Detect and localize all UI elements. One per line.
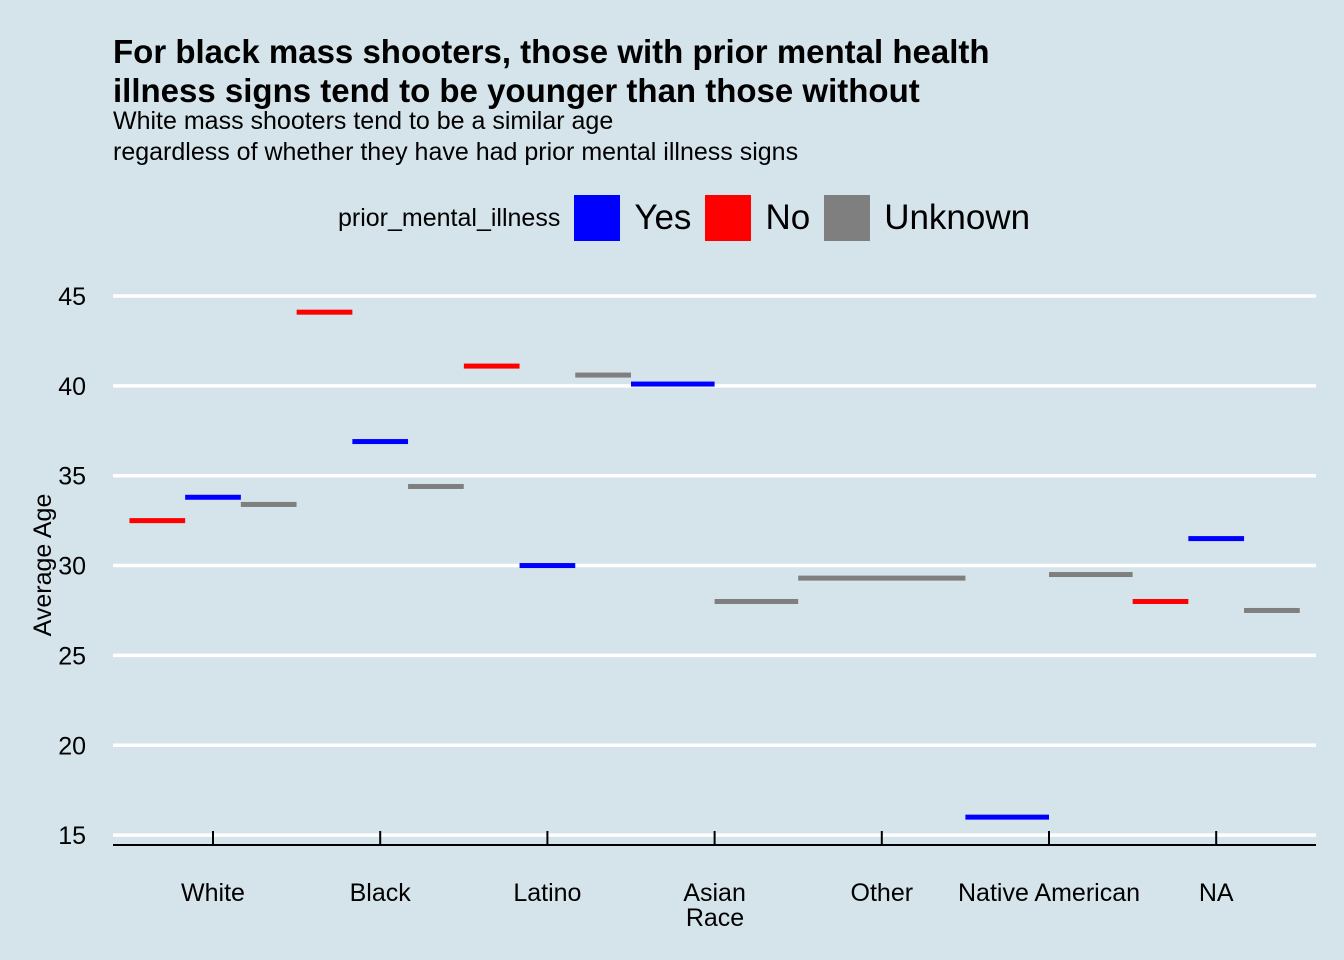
chart-subtitle-line-1: White mass shooters tend to be a similar…: [113, 107, 614, 135]
bar-black-yes: [352, 439, 409, 445]
chart-title-line-1: For black mass shooters, those with prio…: [113, 33, 990, 70]
legend-label-yes: Yes: [634, 198, 692, 237]
bar-white-no: [129, 518, 186, 524]
legend-label-unknown: Unknown: [884, 198, 1031, 237]
x-axis-tick-labels: White Black Latino Asian Other Native America…: [181, 879, 1234, 907]
bar-latino-no: [463, 363, 520, 369]
y-axis-label: Average Age: [29, 494, 57, 637]
chart-subtitle-line-2: regardless of whether they have had prio…: [113, 138, 799, 166]
bar-white-unknown: [240, 501, 297, 507]
bar-white-yes: [185, 494, 241, 500]
x-tick-label-black: Black: [350, 879, 412, 907]
legend-item-unknown: Unknown: [824, 195, 1030, 241]
bar-black-no: [296, 309, 353, 315]
y-tick-label-45: 45: [58, 283, 86, 311]
y-tick-label-20: 20: [58, 732, 86, 760]
x-tick-label-na: NA: [1199, 879, 1234, 907]
bar-na-unknown: [1244, 607, 1300, 613]
bar-latino-yes: [519, 563, 576, 569]
y-axis-tick-labels: 15 20 25 30 35 40 45: [58, 283, 86, 850]
legend-key-unknown: [824, 195, 871, 241]
x-tick-label-white: White: [181, 879, 245, 907]
x-tick-label-other: Other: [851, 879, 914, 907]
bar-asian-yes: [631, 381, 715, 387]
bar-other-unknown: [798, 575, 966, 581]
bar-native-american-unknown: [1049, 572, 1133, 578]
bar-native-american-yes: [965, 814, 1049, 820]
legend-item-yes: Yes: [574, 195, 691, 241]
bar-na-no: [1132, 598, 1189, 604]
bar-black-unknown: [408, 483, 464, 489]
gridlines: [113, 294, 1316, 837]
legend-key-no: [705, 195, 752, 241]
bar-segments: [129, 309, 1300, 820]
x-axis-label: Race: [686, 904, 744, 932]
y-tick-label-40: 40: [58, 373, 86, 401]
y-tick-label-35: 35: [58, 463, 86, 491]
legend: prior_mental_illness Yes No Unknown: [338, 195, 1044, 241]
y-tick-label-25: 25: [58, 642, 86, 670]
x-axis: [113, 831, 1316, 846]
bar-latino-unknown: [575, 372, 631, 378]
chart-title-line-2: illness signs tend to be younger than th…: [113, 72, 920, 109]
legend-key-yes: [574, 195, 621, 241]
x-tick-label-latino: Latino: [513, 879, 581, 907]
y-tick-label-15: 15: [58, 822, 86, 850]
legend-title: prior_mental_illness: [338, 203, 561, 232]
y-tick-label-30: 30: [58, 553, 86, 581]
chart-title: For black mass shooters, those with prio…: [113, 32, 1263, 110]
chart-subtitle: White mass shooters tend to be a similar…: [113, 106, 1213, 168]
legend-item-no: No: [705, 195, 810, 241]
x-tick-label-native-american: Native American: [958, 879, 1140, 907]
x-tick-label-asian: Asian: [683, 879, 746, 907]
bar-asian-unknown: [714, 598, 799, 604]
bar-na-yes: [1188, 536, 1245, 542]
legend-label-no: No: [765, 198, 811, 237]
